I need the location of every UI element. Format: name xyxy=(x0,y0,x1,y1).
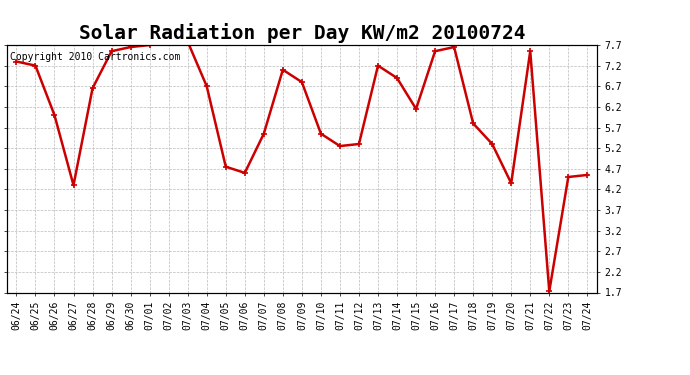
Text: Copyright 2010 Cartronics.com: Copyright 2010 Cartronics.com xyxy=(10,53,180,62)
Title: Solar Radiation per Day KW/m2 20100724: Solar Radiation per Day KW/m2 20100724 xyxy=(79,24,525,44)
